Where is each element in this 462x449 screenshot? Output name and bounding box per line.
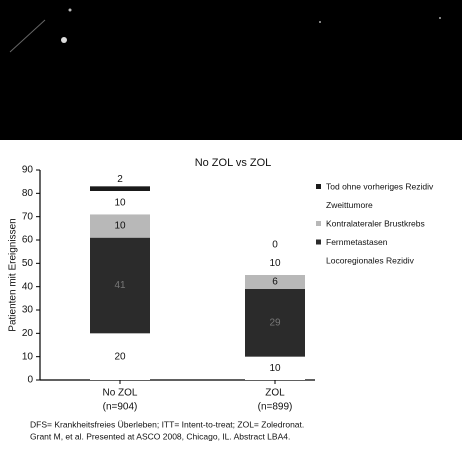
value-label: 10: [269, 363, 281, 374]
bar-segment: [90, 237, 150, 334]
value-label: 41: [114, 280, 126, 291]
bar-segment: [245, 275, 305, 289]
legend-label: Tod ohne vorheriges Rezidiv: [326, 181, 434, 191]
bar-segment: [245, 289, 305, 357]
legend-swatch: [316, 258, 321, 263]
bar-segment: [90, 214, 150, 238]
legend-label: Kontralateraler Brustkrebs: [326, 218, 425, 228]
value-label: 10: [114, 221, 126, 232]
legend-swatch: [316, 184, 321, 189]
footnote: DFS= Krankheitsfreies Überleben; ITT= In…: [30, 419, 304, 429]
y-tick-label: 60: [22, 235, 34, 246]
y-axis-label: Patienten mit Ereignissen: [8, 218, 19, 331]
speck: [68, 8, 72, 12]
bar-segment: [90, 186, 150, 191]
x-tick-label: ZOL: [265, 388, 285, 399]
y-tick-label: 40: [22, 281, 34, 292]
legend-label: Zweittumore: [326, 200, 373, 210]
legend-swatch: [316, 239, 321, 245]
bar-segment: [245, 251, 305, 275]
speck: [319, 21, 321, 23]
speck: [61, 37, 67, 43]
legend-label: Locoregionales Rezidiv: [326, 255, 415, 265]
value-label: 2: [117, 174, 123, 185]
legend-swatch: [316, 221, 321, 226]
speck: [439, 17, 441, 19]
value-label: 20: [114, 351, 126, 362]
x-tick-note: (n=904): [103, 402, 138, 413]
bar-segment: [90, 191, 150, 215]
legend-swatch: [316, 202, 321, 208]
x-tick-label: No ZOL: [102, 388, 137, 399]
x-tick-note: (n=899): [258, 402, 293, 413]
legend-label: Fernmetastasen: [326, 237, 388, 247]
bar-segment: [245, 356, 305, 380]
y-tick-label: 30: [22, 305, 34, 316]
streak: [9, 19, 46, 53]
y-tick-label: 80: [22, 188, 34, 199]
value-label: 10: [269, 258, 281, 269]
bar-segment: [90, 333, 150, 380]
value-label: 6: [272, 277, 278, 288]
y-tick-label: 70: [22, 211, 34, 222]
chart-title: No ZOL vs ZOL: [195, 157, 272, 169]
value-label: 29: [269, 317, 281, 328]
value-label: 0: [272, 239, 278, 250]
y-tick-label: 20: [22, 328, 34, 339]
photo-band: [0, 0, 462, 140]
footnote: Grant M, et al. Presented at ASCO 2008, …: [30, 431, 290, 441]
y-tick-label: 90: [22, 165, 34, 176]
y-tick-label: 10: [22, 351, 34, 362]
y-tick-label: 0: [27, 375, 33, 386]
y-tick-label: 50: [22, 258, 34, 269]
value-label: 10: [114, 197, 126, 208]
